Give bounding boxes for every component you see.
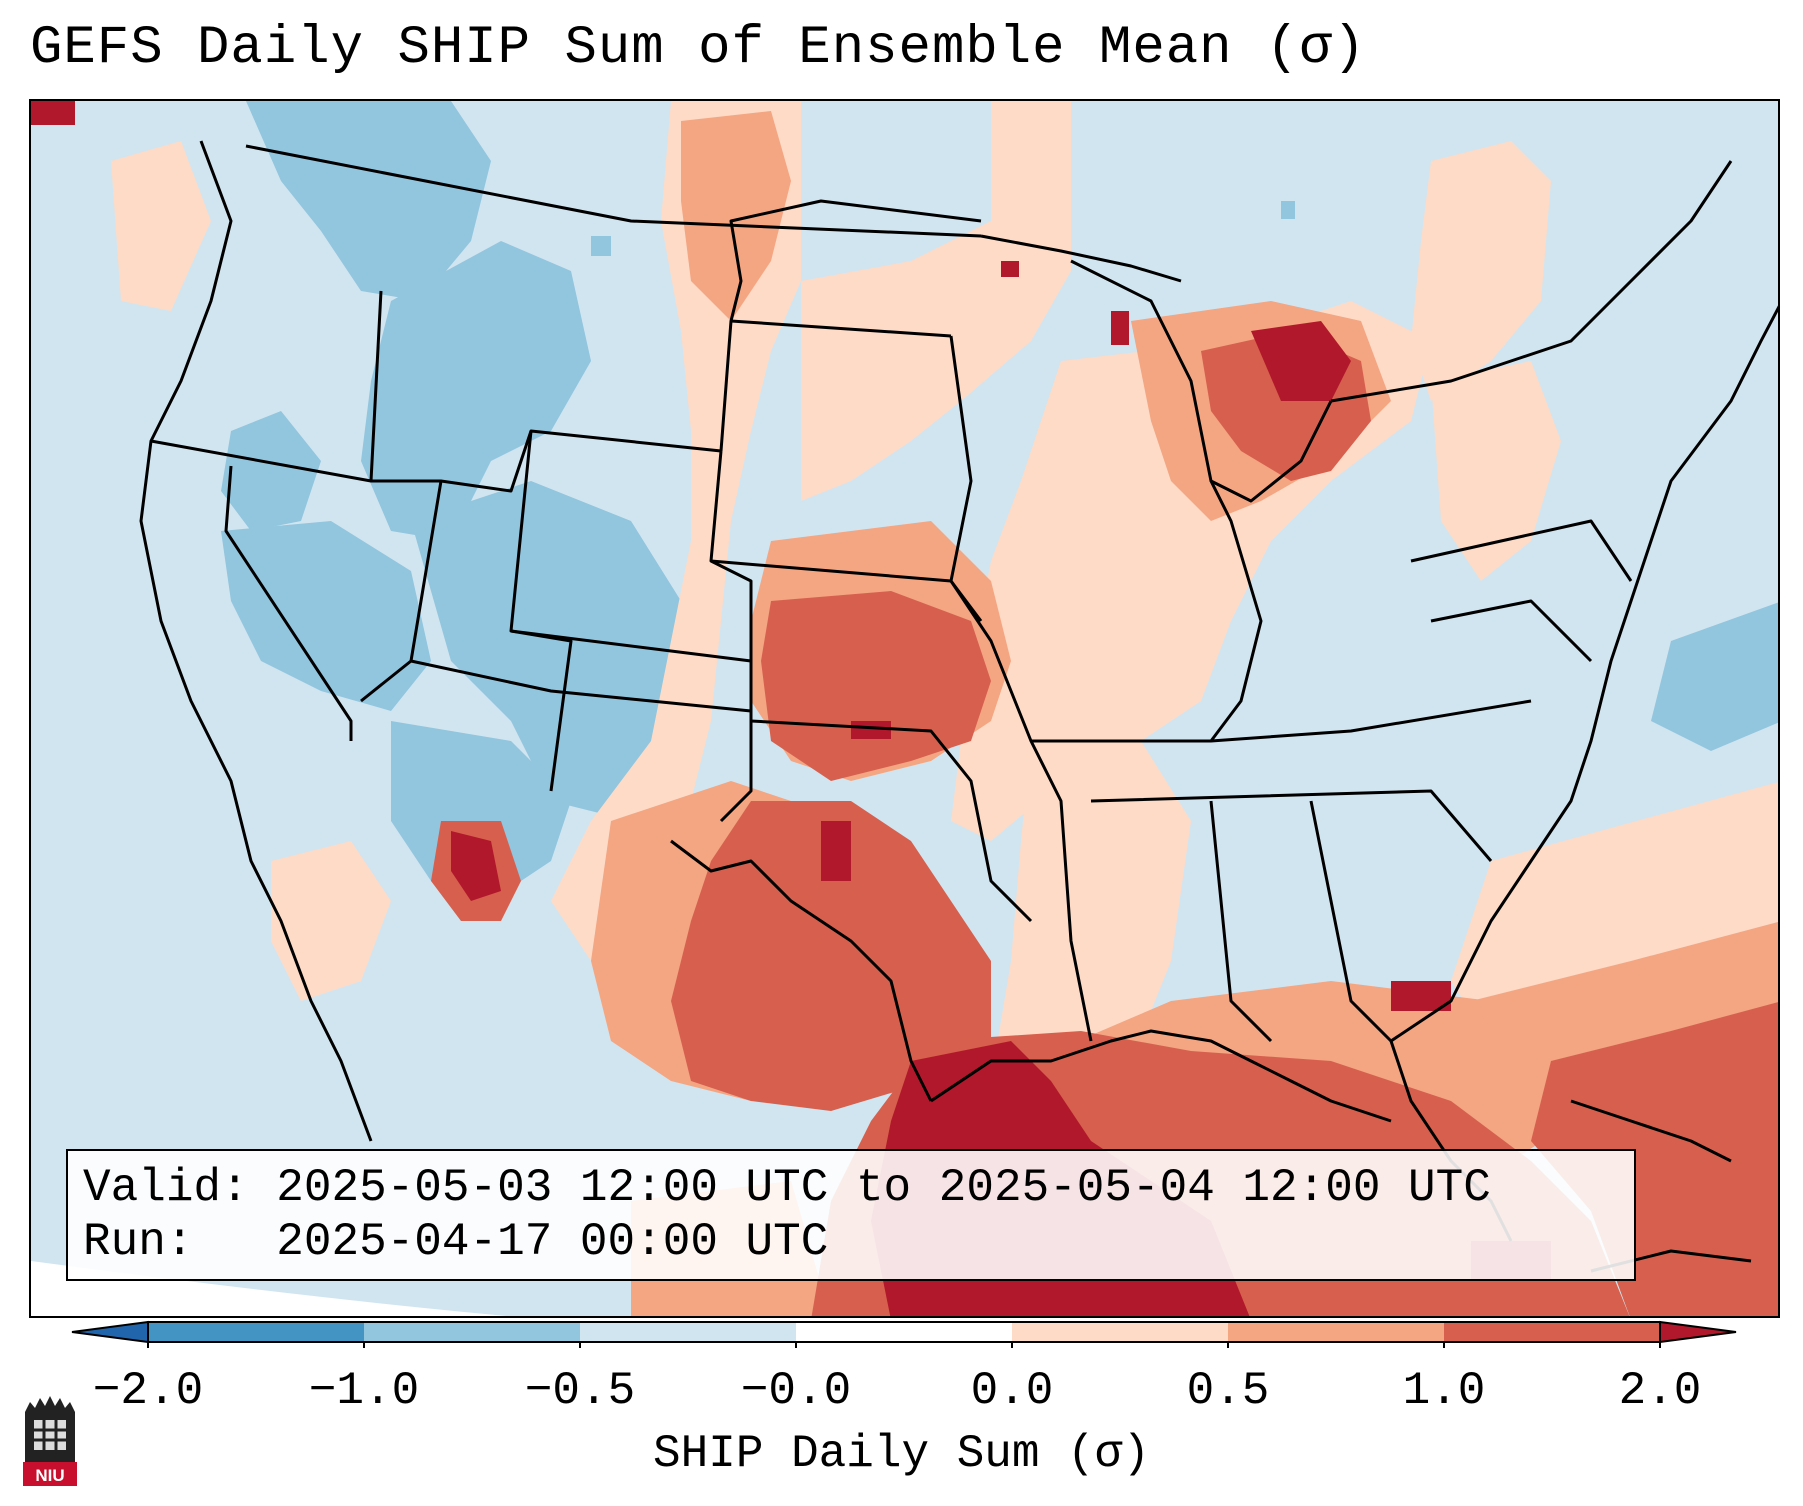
tennessee-kentucky-line xyxy=(1031,699,1532,743)
red-light-dakotas xyxy=(801,101,1071,501)
southern-states-line xyxy=(1090,789,1493,862)
mississippi-river-line xyxy=(949,335,1093,1042)
below-normal-regions xyxy=(221,101,1778,901)
colorbar-tick-label: 0.0 xyxy=(970,1365,1054,1417)
red-light-new-england xyxy=(1431,361,1561,581)
blue-pixel xyxy=(1281,201,1295,219)
deep-red-pixel xyxy=(851,721,891,739)
blue-patch-northwest xyxy=(246,101,491,301)
run-label: Run: xyxy=(83,1216,194,1268)
canada-us-border-central xyxy=(980,234,1182,283)
red-light-quebec xyxy=(1411,141,1551,401)
blue-pixel xyxy=(591,236,611,256)
colorbar-extend-high xyxy=(1659,1320,1737,1344)
atlantic-coastline xyxy=(1390,305,1778,1043)
logo-text: NIU xyxy=(35,1466,64,1485)
colorbar-segments xyxy=(71,1320,1737,1348)
california-nevada-border xyxy=(224,465,353,741)
valid-value: 2025-05-03 12:00 UTC to 2025-05-04 12:00… xyxy=(276,1162,1491,1214)
colorbar-segment xyxy=(580,1322,797,1342)
deep-red-corner xyxy=(31,101,75,125)
northeast-border xyxy=(1330,160,1733,403)
valid-run-box: Valid: 2025-05-03 12:00 UTC to 2025-05-0… xyxy=(66,1149,1636,1281)
map-canvas xyxy=(31,101,1778,1316)
mississippi-alabama xyxy=(1209,800,1273,1043)
colorbar xyxy=(71,1320,1737,1348)
pacific-coastline xyxy=(139,140,373,1142)
niu-logo: NIU xyxy=(23,1396,77,1486)
cuba-outline xyxy=(1570,1099,1732,1163)
colorbar-tick-label: 0.5 xyxy=(1186,1365,1270,1417)
deep-red-michigan xyxy=(1251,321,1351,401)
colorbar-segment xyxy=(796,1322,1013,1342)
red-light-baja xyxy=(271,841,391,1001)
colorbar-segment xyxy=(148,1322,365,1342)
gulf-coastline xyxy=(930,1029,1392,1123)
colorbar-outline xyxy=(147,1321,1661,1343)
map-title: GEFS Daily SHIP Sum of Ensemble Mean (σ) xyxy=(30,18,1367,79)
slightly-above-regions xyxy=(111,101,1778,1111)
run-value: 2025-04-17 00:00 UTC xyxy=(276,1216,829,1268)
colorbar-segment xyxy=(364,1322,581,1342)
red-dark-texas xyxy=(671,801,991,1111)
deep-red-pixel xyxy=(1001,261,1019,277)
deep-red-pixel xyxy=(1111,311,1129,345)
texas-mexico-border xyxy=(670,839,933,1102)
pennsylvania-line xyxy=(1410,519,1633,582)
colorbar-tick-label: 2.0 xyxy=(1618,1365,1702,1417)
colorbar-tick-label: −2.0 xyxy=(92,1365,204,1417)
blue-patch-utah-colorado xyxy=(411,481,691,821)
projection-edge-fade xyxy=(31,1261,507,1316)
utah-arizona-border xyxy=(410,659,752,713)
canada-us-border-west xyxy=(245,144,982,238)
blue-patch-atlantic xyxy=(1651,602,1778,751)
map-panel xyxy=(29,99,1780,1318)
colorbar-tick-label: −1.0 xyxy=(308,1365,420,1417)
blue-patch-nevada xyxy=(221,521,431,711)
colorbar-segment xyxy=(1444,1322,1661,1342)
nebraska-west-border xyxy=(709,450,753,661)
virginia-line xyxy=(1430,599,1593,663)
blue-patch-idaho xyxy=(361,241,591,541)
red-med-montana xyxy=(681,111,791,321)
logo-window-grid xyxy=(34,1420,66,1450)
blue-patch-oregon xyxy=(221,411,321,531)
south-north-dakota-border xyxy=(730,319,952,338)
deep-red-arizona xyxy=(451,831,501,901)
boundaries xyxy=(139,140,1778,1273)
colorbar-segment xyxy=(1228,1322,1445,1342)
idaho-wyoming-line xyxy=(371,429,722,493)
wyoming-montana-dakota xyxy=(719,199,982,452)
red-light-bc-coast xyxy=(111,141,211,311)
colorado-north-border xyxy=(510,629,752,663)
colorbar-tick-label: 1.0 xyxy=(1402,1365,1486,1417)
illinois-indiana xyxy=(1209,480,1263,742)
logo-window xyxy=(34,1420,66,1450)
colorbar-tick-label: −0.5 xyxy=(524,1365,636,1417)
colorbar-extend-low xyxy=(71,1320,149,1344)
colorbar-tick-label: −0.0 xyxy=(740,1365,852,1417)
colorbar-label: SHIP Daily Sum (σ) xyxy=(653,1428,1150,1480)
alabama-georgia xyxy=(1309,800,1393,1043)
valid-label: Valid: xyxy=(83,1162,249,1214)
new-mexico-west-texas xyxy=(719,661,753,823)
red-dark-caribbean xyxy=(1531,1002,1778,1316)
deep-red-pixel xyxy=(821,821,851,881)
logo-banner xyxy=(23,1462,77,1486)
colorbar-segment xyxy=(1012,1322,1229,1342)
red-light-plains-west xyxy=(551,101,801,961)
oklahoma-arkansas xyxy=(750,719,1033,923)
